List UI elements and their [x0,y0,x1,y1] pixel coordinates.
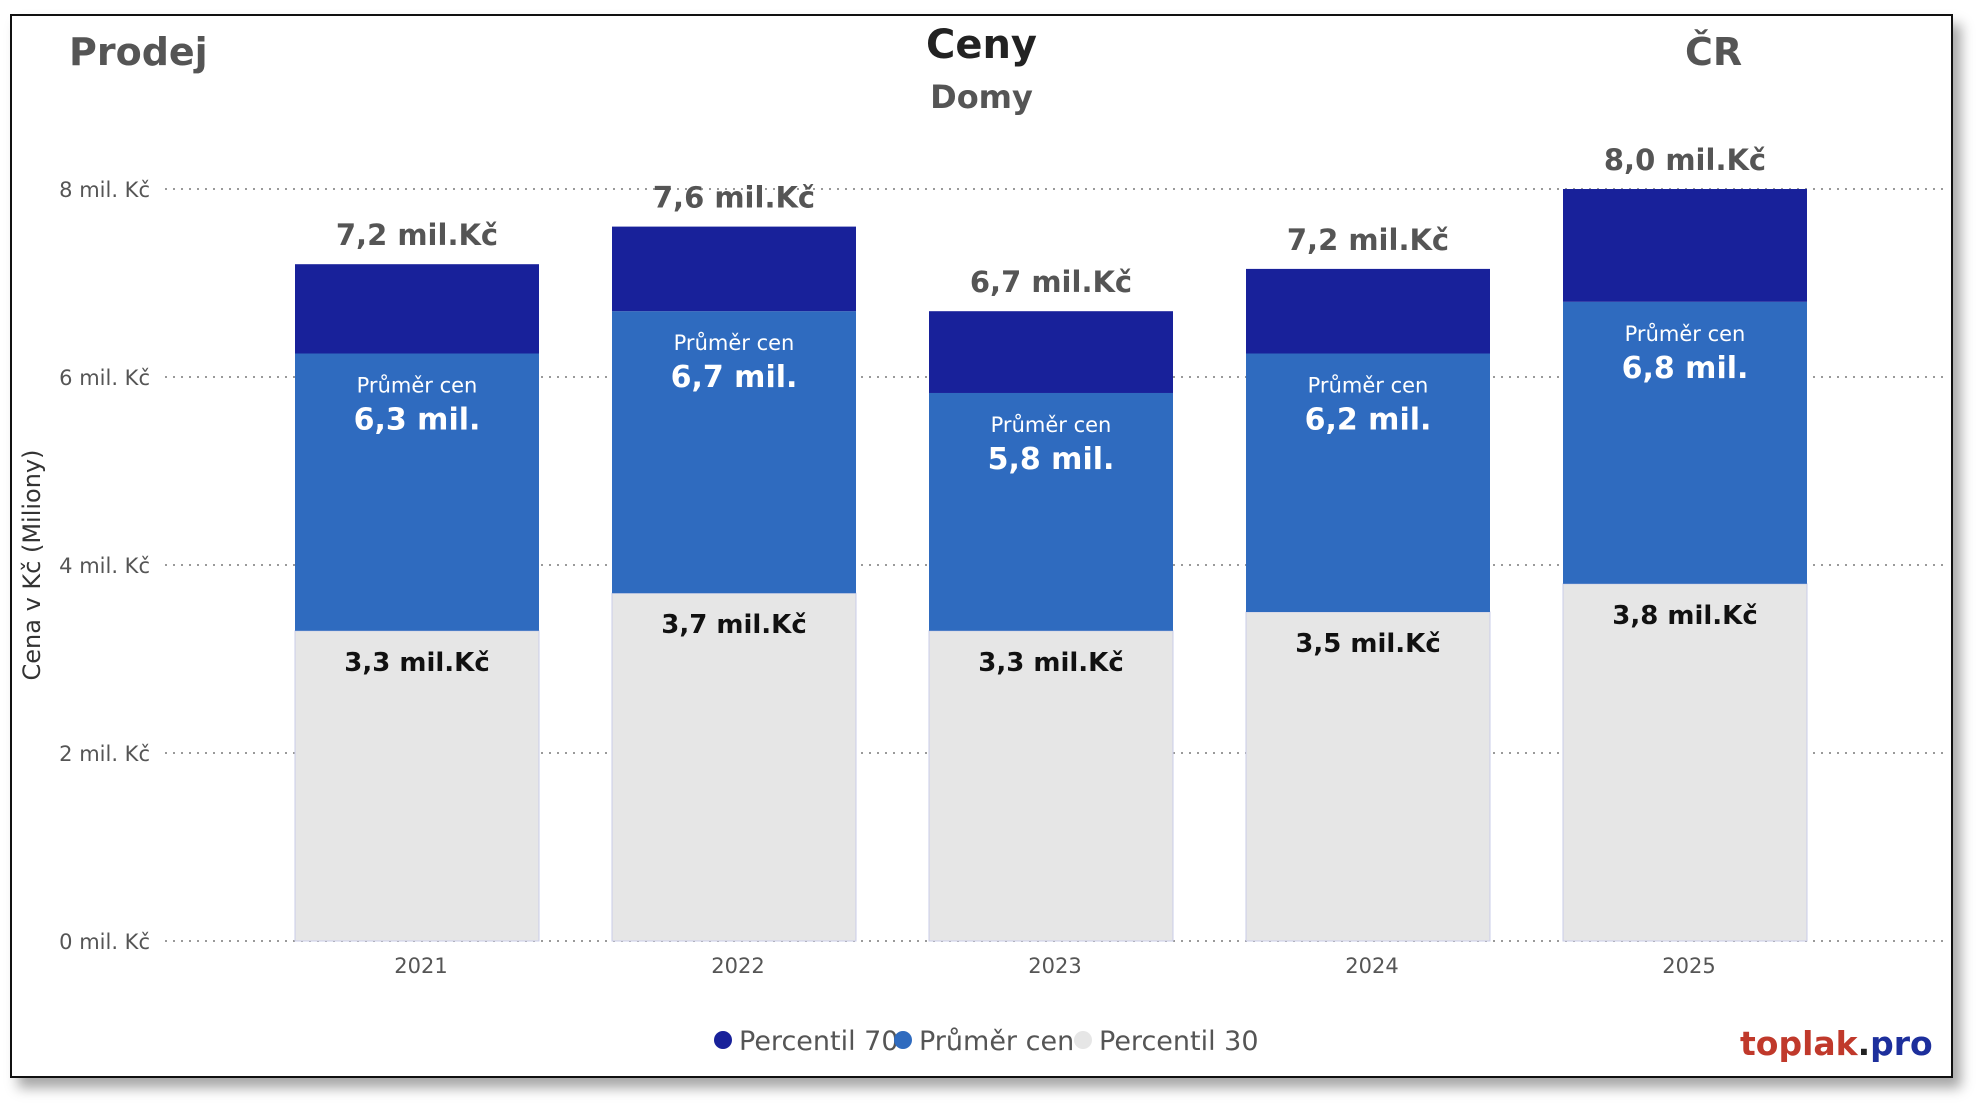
x-tick-label: 2024 [1345,954,1398,978]
avg-caption-label: Průměr cen [991,413,1112,437]
avg-data-label: 6,2 mil. [1305,403,1432,438]
logo-dot: . [1857,1024,1871,1063]
bar-p70 [612,226,856,312]
bar-p70 [1246,268,1490,354]
y-tick-label: 8 mil. Kč [59,178,150,202]
header-right: ČR [1685,30,1743,74]
bar-p30 [1245,611,1491,942]
y-tick-label: 2 mil. Kč [59,742,150,766]
bar-p30 [928,630,1174,942]
legend-label: Percentil 30 [1099,1026,1259,1057]
y-axis-label: Cena v Kč (Miliony) [18,450,46,681]
p30-data-label: 3,8 mil.Kč [1612,601,1757,631]
x-tick-label: 2023 [1028,954,1081,978]
avg-caption-label: Průměr cen [357,374,478,398]
bar-avg [929,392,1173,631]
p30-data-label: 3,5 mil.Kč [1295,629,1440,659]
x-tick-label: 2021 [394,954,447,978]
bar-p30 [294,630,540,942]
p70-data-label: 6,7 mil.Kč [970,265,1132,299]
bar-p70 [929,311,1173,393]
bar-avg [295,353,539,631]
p30-data-label: 3,3 mil.Kč [344,648,489,678]
header-left: Prodej [69,30,208,74]
legend-marker [714,1031,732,1049]
p70-data-label: 7,2 mil.Kč [1287,223,1449,257]
avg-caption-label: Průměr cen [674,331,795,355]
avg-data-label: 6,7 mil. [671,360,798,395]
bar-avg [612,311,856,594]
bar-p30 [1562,583,1808,942]
chart-subtitle: Domy [930,78,1033,116]
bar-p70 [295,264,539,354]
bar-avg [1563,301,1807,584]
p30-data-label: 3,7 mil.Kč [661,610,806,640]
p70-data-label: 8,0 mil.Kč [1604,143,1766,177]
legend-label: Průměr cen [919,1026,1074,1057]
p70-data-label: 7,6 mil.Kč [653,181,815,215]
bar-p30 [611,592,857,942]
x-tick-label: 2022 [711,954,764,978]
avg-data-label: 6,3 mil. [354,403,481,438]
legend-marker [1074,1031,1092,1049]
avg-caption-label: Průměr cen [1625,322,1746,346]
p30-data-label: 3,3 mil.Kč [978,648,1123,678]
avg-data-label: 6,8 mil. [1622,351,1749,386]
p70-data-label: 7,2 mil.Kč [336,218,498,252]
avg-caption-label: Průměr cen [1308,374,1429,398]
y-tick-label: 4 mil. Kč [59,554,150,578]
y-tick-label: 6 mil. Kč [59,366,150,390]
chart-title: Ceny [925,22,1038,68]
bar-avg [1246,353,1490,612]
bar-p70 [1563,189,1807,302]
logo-part2: pro [1870,1024,1933,1063]
legend-label: Percentil 70 [739,1026,899,1057]
avg-data-label: 5,8 mil. [988,442,1115,477]
logo-part1: toplak [1740,1024,1858,1063]
x-tick-label: 2025 [1662,954,1715,978]
y-tick-label: 0 mil. Kč [59,930,150,954]
legend-marker [894,1031,912,1049]
brand-logo[interactable]: toplak.pro [1740,1024,1933,1063]
